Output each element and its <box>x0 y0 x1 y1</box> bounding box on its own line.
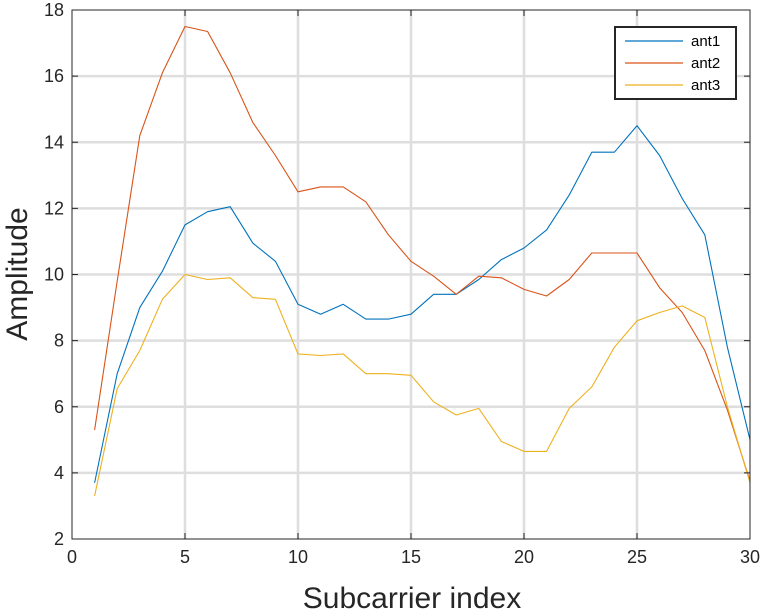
y-tick-label: 16 <box>44 66 64 86</box>
x-tick-label: 5 <box>180 547 190 567</box>
y-axis-label: Amplitude <box>1 207 34 340</box>
legend: ant1 ant2 ant3 <box>614 26 737 100</box>
legend-label-ant1: ant1 <box>691 33 720 50</box>
y-tick-label: 8 <box>54 331 64 351</box>
x-axis-label: Subcarrier index <box>303 582 521 612</box>
y-tick-label: 14 <box>44 132 64 152</box>
x-tick-label: 0 <box>67 547 77 567</box>
y-tick-label: 18 <box>44 0 64 20</box>
x-tick-label: 30 <box>740 547 760 567</box>
y-tick-label: 6 <box>54 397 64 417</box>
y-tick-label: 12 <box>44 198 64 218</box>
x-tick-label: 15 <box>401 547 421 567</box>
series-line-ant3 <box>94 273 751 497</box>
x-tick-label: 10 <box>288 547 308 567</box>
series-line-ant2 <box>94 25 751 482</box>
y-tick-label: 10 <box>44 265 64 285</box>
axes <box>71 9 751 540</box>
x-tick-label: 20 <box>514 547 534 567</box>
y-tick-label: 2 <box>54 529 64 549</box>
tick-labels: 0 5 10 15 20 25 30 2 4 6 8 10 12 14 16 18 <box>44 0 760 567</box>
legend-label-ant2: ant2 <box>691 55 720 72</box>
x-tick-label: 25 <box>627 547 647 567</box>
series-lines <box>94 25 751 497</box>
legend-label-ant3: ant3 <box>691 77 720 94</box>
series-line-ant1 <box>94 125 751 483</box>
y-tick-label: 4 <box>54 463 64 483</box>
